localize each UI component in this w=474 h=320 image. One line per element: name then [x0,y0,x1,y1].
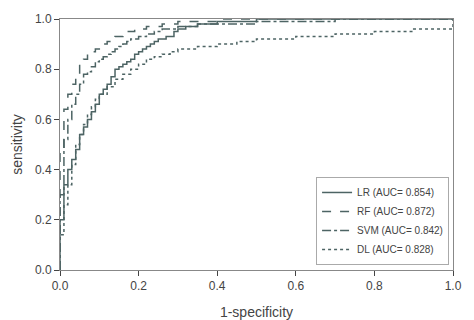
svg-text:1-specificity: 1-specificity [220,304,293,320]
svg-text:DL (AUC= 0.828): DL (AUC= 0.828) [357,244,434,255]
svg-text:0.8: 0.8 [366,279,383,293]
svg-text:0.2: 0.2 [130,279,147,293]
svg-text:0.0: 0.0 [35,263,52,277]
svg-text:SVM (AUC= 0.842): SVM (AUC= 0.842) [357,225,443,236]
svg-text:RF (AUC= 0.872): RF (AUC= 0.872) [357,206,435,217]
svg-text:sensitivity: sensitivity [9,114,25,175]
svg-text:0.4: 0.4 [209,279,226,293]
svg-text:0.6: 0.6 [35,113,52,127]
svg-text:0.6: 0.6 [287,279,304,293]
svg-text:1.0: 1.0 [35,12,52,26]
svg-text:0.8: 0.8 [35,62,52,76]
svg-text:LR (AUC= 0.854): LR (AUC= 0.854) [357,187,434,198]
svg-text:0.4: 0.4 [35,163,52,177]
svg-text:0.2: 0.2 [35,213,52,227]
svg-text:1.0: 1.0 [445,279,462,293]
svg-text:0.0: 0.0 [52,279,69,293]
